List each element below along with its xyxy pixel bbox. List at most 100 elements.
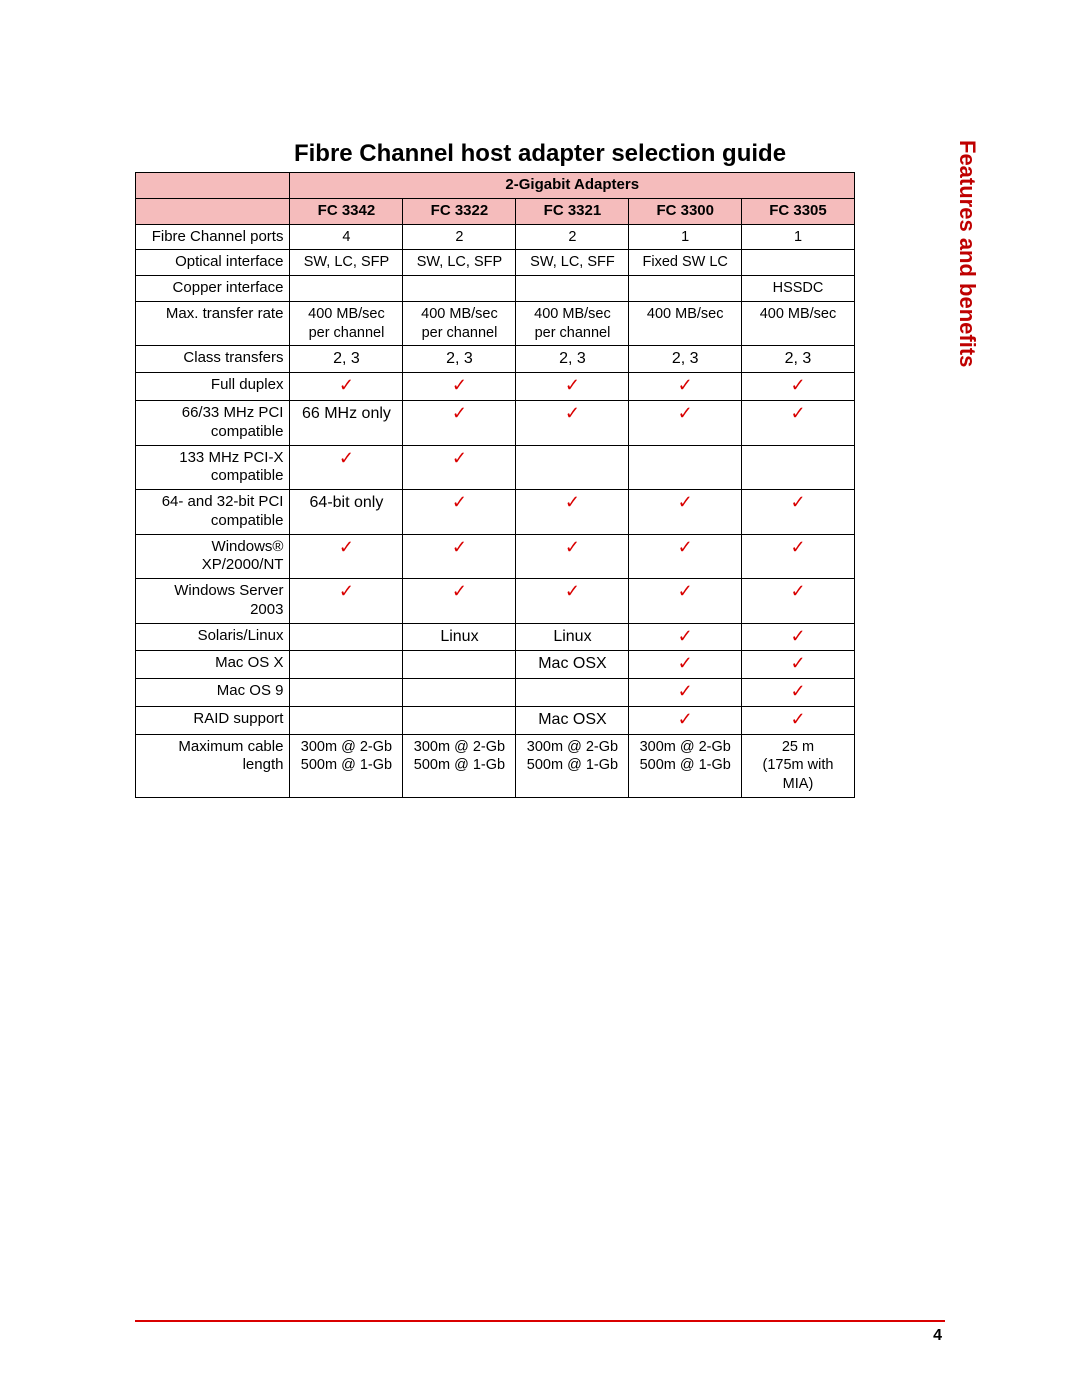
check-icon: ✓: [678, 403, 693, 423]
check-icon: ✓: [678, 492, 693, 512]
cell: ✓: [403, 490, 516, 535]
cell-text: 2, 3: [559, 350, 586, 367]
cell: ✓: [629, 490, 742, 535]
cell: ✓: [629, 706, 742, 734]
cell: ✓: [403, 579, 516, 624]
row-label: Copper interface: [136, 276, 290, 302]
cell-text: HSSDC: [773, 280, 824, 296]
check-icon: ✓: [678, 681, 693, 701]
table-row: Optical interfaceSW, LC, SFPSW, LC, SFPS…: [136, 250, 855, 276]
check-icon: ✓: [678, 653, 693, 673]
cell: 400 MB/sec per channel: [290, 301, 403, 346]
cell: 300m @ 2-Gb 500m @ 1-Gb: [629, 734, 742, 797]
check-icon: ✓: [790, 537, 805, 557]
cell: ✓: [629, 534, 742, 579]
table-row: 133 MHz PCI-X compatible ✓ ✓: [136, 445, 855, 490]
cell-text: 64-bit only: [310, 494, 384, 511]
row-label: Full duplex: [136, 373, 290, 401]
check-icon: ✓: [565, 581, 580, 601]
row-label: 64- and 32-bit PCI compatible: [136, 490, 290, 535]
table-row: Fibre Channel ports42211: [136, 224, 855, 250]
cell: 25 m (175m with MIA): [741, 734, 854, 797]
cell: SW, LC, SFP: [290, 250, 403, 276]
cell: ✓: [741, 623, 854, 651]
check-icon: ✓: [452, 448, 467, 468]
table-col-3: FC 3300: [629, 198, 742, 224]
cell: ✓: [741, 706, 854, 734]
cell: 4: [290, 224, 403, 250]
cell: 300m @ 2-Gb 500m @ 1-Gb: [516, 734, 629, 797]
check-icon: ✓: [678, 581, 693, 601]
check-icon: ✓: [678, 375, 693, 395]
cell: ✓: [629, 579, 742, 624]
row-label: Mac OS 9: [136, 679, 290, 707]
check-icon: ✓: [565, 403, 580, 423]
cell-text: 400 MB/sec per channel: [308, 306, 385, 341]
row-label: RAID support: [136, 706, 290, 734]
row-label: Fibre Channel ports: [136, 224, 290, 250]
check-icon: ✓: [452, 403, 467, 423]
cell: 300m @ 2-Gb 500m @ 1-Gb: [290, 734, 403, 797]
check-icon: ✓: [790, 709, 805, 729]
cell: ✓: [290, 534, 403, 579]
cell: Fixed SW LC: [629, 250, 742, 276]
cell: ✓: [516, 579, 629, 624]
cell: ✓: [290, 373, 403, 401]
cell: 400 MB/sec: [629, 301, 742, 346]
page-title: Fibre Channel host adapter selection gui…: [0, 140, 1080, 168]
table-col-0: FC 3342: [290, 198, 403, 224]
cell: [629, 276, 742, 302]
table-col-blank: [136, 198, 290, 224]
cell: 66 MHz only: [290, 401, 403, 446]
table-row: RAID supportMac OSX✓✓: [136, 706, 855, 734]
table-row: Max. transfer rate 400 MB/sec per channel…: [136, 301, 855, 346]
cell-text: 4: [342, 229, 350, 245]
cell: ✓: [516, 534, 629, 579]
cell: 2, 3: [290, 346, 403, 373]
cell: SW, LC, SFF: [516, 250, 629, 276]
cell-text: 66 MHz only: [302, 405, 391, 422]
table-row: Mac OS XMac OSX✓✓: [136, 651, 855, 679]
cell: [290, 651, 403, 679]
table-row: Windows® XP/2000/NT✓✓✓✓✓: [136, 534, 855, 579]
row-label: Solaris/Linux: [136, 623, 290, 651]
cell: ✓: [290, 445, 403, 490]
check-icon: ✓: [790, 403, 805, 423]
cell: ✓: [629, 373, 742, 401]
cell: ✓: [516, 490, 629, 535]
check-icon: ✓: [790, 653, 805, 673]
cell-text: 300m @ 2-Gb 500m @ 1-Gb: [301, 739, 392, 774]
cell: [403, 706, 516, 734]
row-label: Max. transfer rate: [136, 301, 290, 346]
check-icon: ✓: [565, 375, 580, 395]
check-icon: ✓: [790, 581, 805, 601]
check-icon: ✓: [452, 581, 467, 601]
cell: ✓: [290, 579, 403, 624]
row-label: 133 MHz PCI-X compatible: [136, 445, 290, 490]
cell: [290, 623, 403, 651]
cell-text: SW, LC, SFP: [304, 254, 389, 270]
check-icon: ✓: [678, 709, 693, 729]
row-label: Maximum cable length: [136, 734, 290, 797]
cell-text: 1: [794, 229, 802, 245]
cell-text: Fixed SW LC: [643, 254, 728, 270]
check-icon: ✓: [339, 375, 354, 395]
table-row: Solaris/LinuxLinuxLinux✓✓: [136, 623, 855, 651]
cell: [516, 276, 629, 302]
cell-text: 300m @ 2-Gb 500m @ 1-Gb: [527, 739, 618, 774]
cell: 2: [403, 224, 516, 250]
cell-text: 2, 3: [446, 350, 473, 367]
page: Fibre Channel host adapter selection gui…: [0, 0, 1080, 1397]
cell-text: Linux: [440, 628, 478, 645]
check-icon: ✓: [452, 537, 467, 557]
cell: 1: [741, 224, 854, 250]
table-row: Copper interface HSSDC: [136, 276, 855, 302]
check-icon: ✓: [339, 448, 354, 468]
cell: 2, 3: [403, 346, 516, 373]
cell: [403, 276, 516, 302]
table-row: Maximum cable length 300m @ 2-Gb 500m @ 1…: [136, 734, 855, 797]
page-number: 4: [933, 1327, 942, 1345]
cell: 1: [629, 224, 742, 250]
cell: [403, 651, 516, 679]
cell: ✓: [741, 679, 854, 707]
